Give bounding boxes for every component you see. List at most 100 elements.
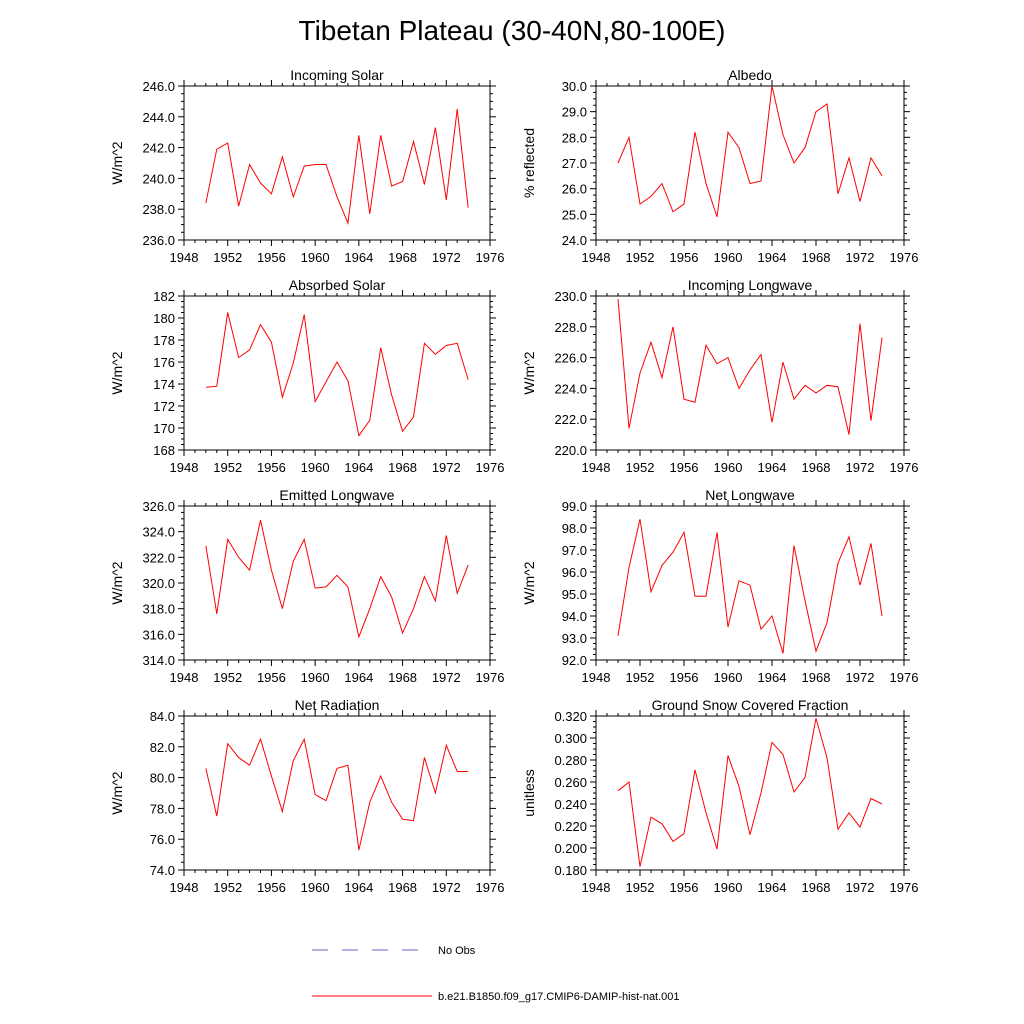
panel-1: Incoming Solar W/m^2 1948 1952 1956 1960 1964 1… <box>109 67 504 265</box>
panel-8: Ground Snow Covered Fraction unitless 1948… <box>521 697 918 895</box>
y-tick-label: 246.0 <box>142 79 175 94</box>
x-tick-label: 1956 <box>670 250 699 265</box>
plot-frame <box>595 295 905 451</box>
x-tick-label: 1976 <box>890 670 919 685</box>
y-tick-label: 324.0 <box>142 525 175 540</box>
y-axis-label: W/m^2 <box>109 561 125 604</box>
y-axis-label: % reflected <box>521 128 537 198</box>
panel-6: Net Longwave W/m^2 1948 1952 1956 1960 1964 196… <box>521 487 918 685</box>
y-tick-label: 172 <box>153 399 175 414</box>
x-tick-label: 1956 <box>670 880 699 895</box>
y-tick-label: 0.280 <box>554 753 587 768</box>
x-tick-label: 1960 <box>301 880 330 895</box>
y-tick-label: 230.0 <box>554 289 587 304</box>
x-tick-label: 1972 <box>432 880 461 895</box>
y-tick-label: 236.0 <box>142 233 175 248</box>
panel-2: Albedo % reflected 1948 1952 1956 1960 1964 196… <box>521 67 918 265</box>
y-tick-label: 178 <box>153 333 175 348</box>
x-tick-label: 1956 <box>257 670 286 685</box>
series-line <box>205 520 469 639</box>
series-line <box>617 718 883 867</box>
x-tick-label: 1960 <box>301 460 330 475</box>
y-tick-label: 180 <box>153 311 175 326</box>
y-tick-label: 96.0 <box>562 565 587 580</box>
y-tick-label: 220.0 <box>554 443 587 458</box>
x-tick-label: 1968 <box>388 460 417 475</box>
panel-7: Net Radiation W/m^2 1948 1952 1956 1960 1964 19… <box>109 697 504 895</box>
x-tick-label: 1972 <box>846 460 875 475</box>
x-tick-label: 1960 <box>714 460 743 475</box>
panel-4: Incoming Longwave W/m^2 1948 1952 1956 1960 19… <box>521 277 918 475</box>
y-tick-label: 318.0 <box>142 602 175 617</box>
x-tick-label: 1952 <box>213 460 242 475</box>
y-tick-label: 238.0 <box>142 202 175 217</box>
plot-frame <box>595 85 905 241</box>
y-tick-label: 98.0 <box>562 521 587 536</box>
y-tick-label: 170 <box>153 421 175 436</box>
x-tick-label: 1952 <box>626 250 655 265</box>
x-tick-label: 1968 <box>388 250 417 265</box>
x-tick-label: 1948 <box>170 880 199 895</box>
x-tick-label: 1964 <box>758 250 787 265</box>
x-tick-label: 1972 <box>846 250 875 265</box>
x-tick-label: 1956 <box>257 250 286 265</box>
y-axis-label: W/m^2 <box>109 351 125 394</box>
plot-frame <box>183 715 491 871</box>
panel-title: Emitted Longwave <box>279 487 394 503</box>
legend-obs-label: No Obs <box>438 945 476 957</box>
x-tick-label: 1952 <box>213 250 242 265</box>
x-tick-label: 1960 <box>301 250 330 265</box>
y-tick-label: 29.0 <box>562 105 587 120</box>
y-tick-label: 97.0 <box>562 543 587 558</box>
x-tick-label: 1964 <box>344 880 373 895</box>
x-tick-label: 1964 <box>758 460 787 475</box>
x-tick-label: 1976 <box>476 880 505 895</box>
y-tick-label: 78.0 <box>150 801 175 816</box>
x-tick-label: 1968 <box>802 460 831 475</box>
x-tick-label: 1976 <box>476 670 505 685</box>
x-tick-label: 1964 <box>344 460 373 475</box>
x-tick-label: 1952 <box>213 880 242 895</box>
panel-title: Ground Snow Covered Fraction <box>652 697 849 713</box>
x-tick-label: 1956 <box>257 460 286 475</box>
x-tick-label: 1968 <box>388 880 417 895</box>
y-tick-label: 99.0 <box>562 499 587 514</box>
y-tick-label: 174 <box>153 377 175 392</box>
x-tick-label: 1952 <box>213 670 242 685</box>
panel-title: Net Longwave <box>705 487 795 503</box>
y-tick-label: 176 <box>153 355 175 370</box>
x-tick-label: 1976 <box>476 460 505 475</box>
y-tick-label: 0.260 <box>554 775 587 790</box>
y-tick-label: 322.0 <box>142 550 175 565</box>
x-tick-label: 1948 <box>170 250 199 265</box>
y-tick-label: 0.180 <box>554 863 587 878</box>
x-tick-label: 1948 <box>170 670 199 685</box>
y-tick-label: 25.0 <box>562 207 587 222</box>
x-tick-label: 1964 <box>344 250 373 265</box>
y-tick-label: 0.240 <box>554 797 587 812</box>
x-tick-label: 1968 <box>802 670 831 685</box>
x-tick-label: 1952 <box>626 670 655 685</box>
y-tick-label: 226.0 <box>554 351 587 366</box>
series-line <box>617 85 883 218</box>
x-tick-label: 1968 <box>802 250 831 265</box>
x-tick-label: 1976 <box>890 880 919 895</box>
y-tick-label: 28.0 <box>562 130 587 145</box>
y-tick-label: 224.0 <box>554 381 587 396</box>
x-tick-label: 1948 <box>170 460 199 475</box>
x-tick-label: 1948 <box>582 460 611 475</box>
y-tick-label: 242.0 <box>142 141 175 156</box>
y-tick-label: 24.0 <box>562 233 587 248</box>
y-axis-label: W/m^2 <box>109 771 125 814</box>
panel-5: Emitted Longwave W/m^2 1948 1952 1956 1960 196… <box>109 487 504 685</box>
y-tick-label: 0.300 <box>554 731 587 746</box>
y-axis-label: W/m^2 <box>521 351 537 394</box>
y-tick-label: 314.0 <box>142 653 175 668</box>
x-tick-label: 1964 <box>344 670 373 685</box>
y-tick-label: 240.0 <box>142 171 175 186</box>
x-tick-label: 1968 <box>388 670 417 685</box>
x-tick-label: 1976 <box>476 250 505 265</box>
y-tick-label: 26.0 <box>562 182 587 197</box>
series-line <box>205 737 469 851</box>
panel-title: Absorbed Solar <box>289 277 386 293</box>
